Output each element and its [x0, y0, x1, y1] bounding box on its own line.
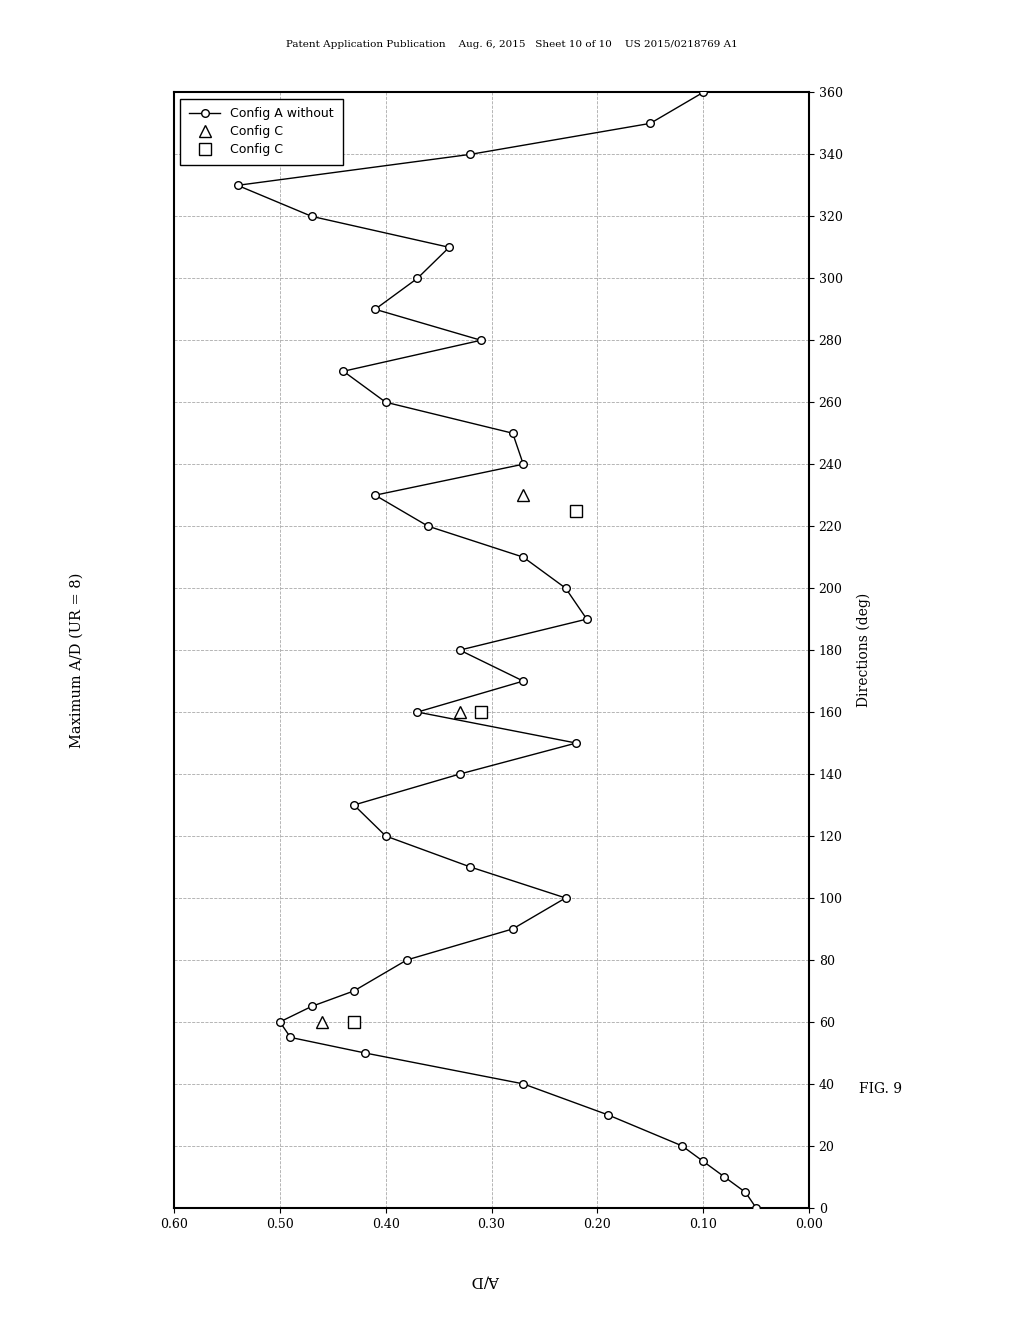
- Config A without: [285, 1030, 297, 1045]
- Config A without: [412, 704, 424, 719]
- Config A without: [750, 1200, 762, 1216]
- Config A without: [231, 177, 244, 193]
- Line: Config C: Config C: [348, 506, 582, 1027]
- Config A without: [464, 859, 476, 875]
- Config A without: [517, 1076, 529, 1092]
- Config A without: [718, 1170, 730, 1185]
- Config A without: [644, 115, 656, 131]
- Config A without: [559, 581, 571, 597]
- Config C: [454, 704, 466, 719]
- Config A without: [400, 952, 413, 968]
- Config A without: [337, 363, 349, 379]
- Config C: [570, 503, 583, 519]
- Config A without: [348, 983, 360, 999]
- Config A without: [697, 1154, 710, 1170]
- Config A without: [697, 84, 710, 100]
- Config A without: [305, 998, 317, 1014]
- Config C: [517, 487, 529, 503]
- Config A without: [369, 487, 381, 503]
- Config A without: [305, 209, 317, 224]
- Text: A/D: A/D: [472, 1274, 501, 1287]
- Config C: [475, 704, 487, 719]
- Y-axis label: Directions (deg): Directions (deg): [856, 593, 871, 708]
- Line: Config A without: Config A without: [233, 88, 760, 1212]
- Config A without: [517, 457, 529, 473]
- Config C: [348, 1014, 360, 1030]
- Config A without: [602, 1107, 614, 1123]
- Config A without: [464, 147, 476, 162]
- Config A without: [422, 519, 434, 535]
- Config A without: [475, 333, 487, 348]
- Legend: Config A without, Config C, Config C: Config A without, Config C, Config C: [180, 99, 343, 165]
- Config A without: [412, 271, 424, 286]
- Text: FIG. 9: FIG. 9: [859, 1082, 902, 1096]
- Config A without: [570, 735, 583, 751]
- Config A without: [454, 643, 466, 659]
- Config A without: [507, 921, 519, 937]
- Config A without: [358, 1045, 371, 1061]
- Config A without: [676, 1138, 688, 1154]
- Config A without: [443, 239, 456, 255]
- Config A without: [369, 301, 381, 317]
- Config A without: [380, 828, 392, 843]
- Config C: [316, 1014, 329, 1030]
- Config A without: [559, 890, 571, 906]
- Config A without: [273, 1014, 286, 1030]
- Config A without: [739, 1184, 752, 1200]
- Line: Config C: Config C: [316, 490, 528, 1027]
- Config A without: [517, 673, 529, 689]
- Config A without: [380, 395, 392, 411]
- Config A without: [517, 549, 529, 565]
- Config A without: [507, 425, 519, 441]
- Config A without: [454, 766, 466, 781]
- Config A without: [348, 797, 360, 813]
- Text: Maximum A/D (UR = 8): Maximum A/D (UR = 8): [70, 573, 84, 747]
- Config A without: [581, 611, 593, 627]
- Text: Patent Application Publication    Aug. 6, 2015   Sheet 10 of 10    US 2015/02187: Patent Application Publication Aug. 6, 2…: [286, 40, 738, 49]
